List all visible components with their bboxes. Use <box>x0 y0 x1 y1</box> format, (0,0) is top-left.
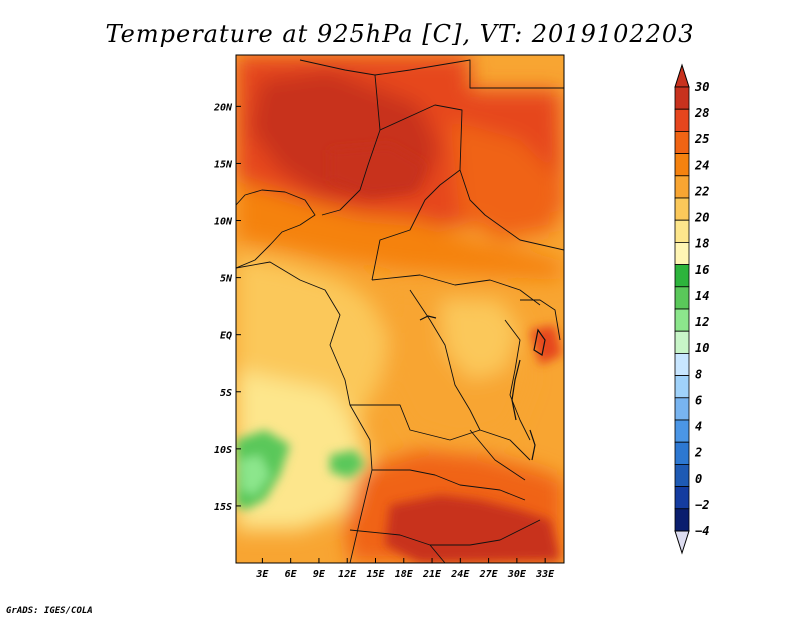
colorbar-label: 14 <box>695 289 709 303</box>
country-borders <box>236 59 564 563</box>
x-tick-label: 24E <box>450 569 470 580</box>
colorbar-swatch <box>674 286 690 310</box>
colorbar-label: −4 <box>695 524 709 538</box>
field-east-lake-hotspot <box>530 325 562 365</box>
colorbar-label: 30 <box>694 80 709 94</box>
colorbar-under-triangle <box>674 530 690 555</box>
colorbar-label: 6 <box>695 393 702 407</box>
colorbar-label: 2 <box>694 446 702 460</box>
colorbar-swatch <box>674 463 690 487</box>
x-tick-label: 30E <box>507 569 527 580</box>
colorbar-label: 22 <box>694 184 709 198</box>
x-tick-label: 27E <box>479 569 499 580</box>
colorbar-swatch <box>674 241 690 265</box>
y-tick-label: 5N <box>220 274 233 285</box>
colorbar-swatch <box>674 330 690 354</box>
colorbar-swatch <box>674 86 690 110</box>
field-angola-light-patch <box>240 455 270 495</box>
colorbar-label: 0 <box>695 472 702 486</box>
colorbar-swatch <box>674 397 690 421</box>
x-tick-label: 6E <box>285 569 298 580</box>
y-tick-label: 15N <box>214 159 233 170</box>
colorbar-swatch <box>674 486 690 510</box>
field-southern-core <box>385 495 560 563</box>
colorbar-swatch <box>674 419 690 443</box>
map-panel: 3E 6E 9E 12E 15E 18E 21E 24E 27E 30E 33E 20N 15N 10N… <box>213 54 565 580</box>
field-sahel-west <box>236 180 560 280</box>
colorbar-label: 10 <box>695 341 709 355</box>
colorbar-swatch <box>674 441 690 465</box>
colorbar-swatch <box>674 375 690 399</box>
x-tick-label: 33E <box>535 569 555 580</box>
chart-title: Temperature at 925hPa [C], VT: 201910220… <box>106 20 695 48</box>
x-tick-label: 9E <box>313 569 326 580</box>
temperature-field <box>236 55 564 563</box>
colorbar-swatch <box>674 197 690 221</box>
colorbar-swatch <box>674 108 690 132</box>
field-chad-hotspot <box>330 145 425 195</box>
colorbar-label: 16 <box>695 263 709 277</box>
colorbar-label: 20 <box>694 211 709 225</box>
colorbar-label: 12 <box>695 315 709 329</box>
colorbar-label: 25 <box>694 132 709 146</box>
y-tick-label: 10N <box>214 217 233 228</box>
field-east-highlands <box>440 300 520 380</box>
colorbar-label: 24 <box>694 158 709 172</box>
x-axis-ticks: 3E 6E 9E 12E 15E 18E 21E 24E 27E 30E 33E <box>255 558 555 580</box>
colorbar-swatch <box>674 352 690 376</box>
x-tick-label: 3E <box>255 569 269 580</box>
y-tick-label: EQ <box>220 331 232 342</box>
colorbar-swatch <box>674 153 690 177</box>
colorbar-label: −2 <box>695 498 709 512</box>
field-sudan-east <box>450 120 560 240</box>
x-tick-label: 15E <box>366 569 385 580</box>
colorbar-label: 18 <box>695 237 709 251</box>
colorbar-swatch <box>674 308 690 332</box>
colorbar-label: 28 <box>694 106 709 120</box>
y-tick-label: 20N <box>213 102 233 113</box>
colorbar-label: 4 <box>695 420 702 434</box>
field-angola-cool-patch-2 <box>330 450 365 478</box>
lakes <box>419 315 546 461</box>
x-tick-label: 21E <box>422 569 442 580</box>
y-tick-label: 5S <box>220 388 232 399</box>
grads-credit: GrADS: IGES/COLA <box>6 606 93 616</box>
colorbar-label: 8 <box>695 367 702 381</box>
y-tick-label: 10S <box>214 445 232 456</box>
colorbar-swatch <box>674 219 690 243</box>
y-axis-ticks: 20N 15N 10N 5N EQ 5S 10S 15S <box>213 102 241 513</box>
y-tick-label: 15S <box>214 502 232 513</box>
x-tick-label: 18E <box>395 569 414 580</box>
map-frame <box>235 54 565 564</box>
colorbar-swatch <box>674 508 690 532</box>
colorbar-swatch <box>674 175 690 199</box>
colorbar-swatch <box>674 130 690 154</box>
colorbar-swatch <box>674 264 690 288</box>
colorbar-over-triangle <box>674 63 690 88</box>
x-tick-label: 12E <box>338 569 357 580</box>
